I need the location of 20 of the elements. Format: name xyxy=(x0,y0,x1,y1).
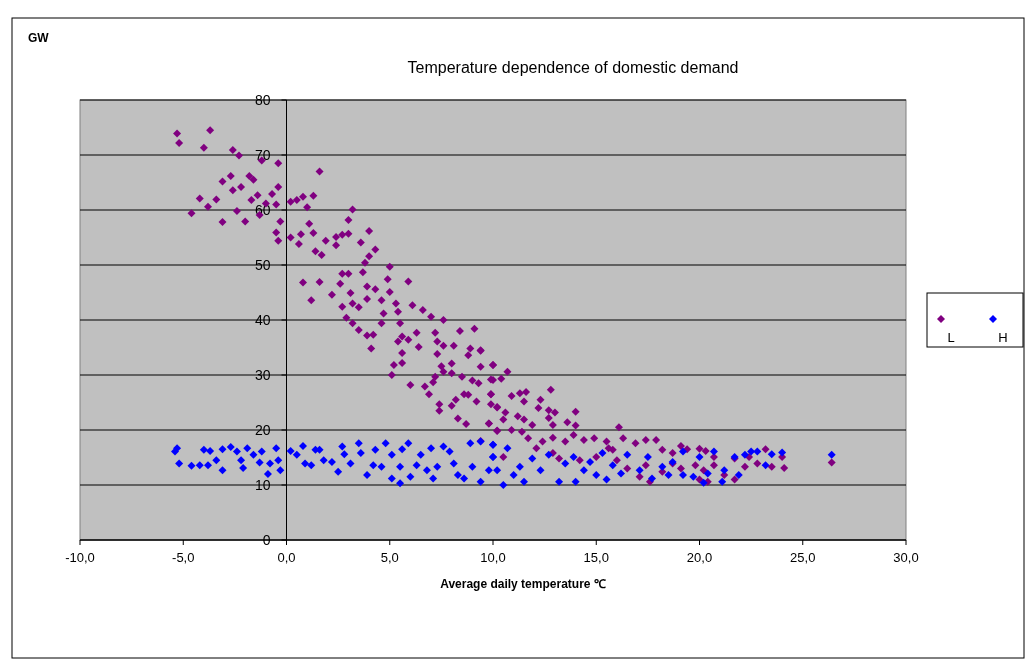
y-tick-label: 70 xyxy=(254,146,271,163)
legend-label: H xyxy=(998,330,1008,345)
x-tick-label: 20,0 xyxy=(686,550,713,565)
y-tick-label: 50 xyxy=(254,256,271,273)
y-tick-label: 30 xyxy=(254,366,271,383)
x-tick-label: 15,0 xyxy=(583,550,609,565)
y-axis-title: GW xyxy=(28,31,50,45)
x-tick-label: 30,0 xyxy=(893,550,919,565)
x-tick-label: -10,0 xyxy=(65,550,95,565)
y-tick-label: 10 xyxy=(254,476,271,493)
x-tick-label: -5,0 xyxy=(172,550,195,565)
legend-label: L xyxy=(947,330,955,345)
y-tick-label: 40 xyxy=(254,311,271,328)
x-tick-label: 10,0 xyxy=(480,550,506,565)
x-tick-label: 0,0 xyxy=(277,550,296,565)
x-tick-label: 25,0 xyxy=(790,550,816,565)
x-axis-title: Average daily temperature ℃ xyxy=(440,577,606,591)
chart-title: Temperature dependence of domestic demand xyxy=(407,59,739,76)
x-tick-label: 5,0 xyxy=(380,550,399,565)
y-tick-label: 20 xyxy=(254,421,271,438)
